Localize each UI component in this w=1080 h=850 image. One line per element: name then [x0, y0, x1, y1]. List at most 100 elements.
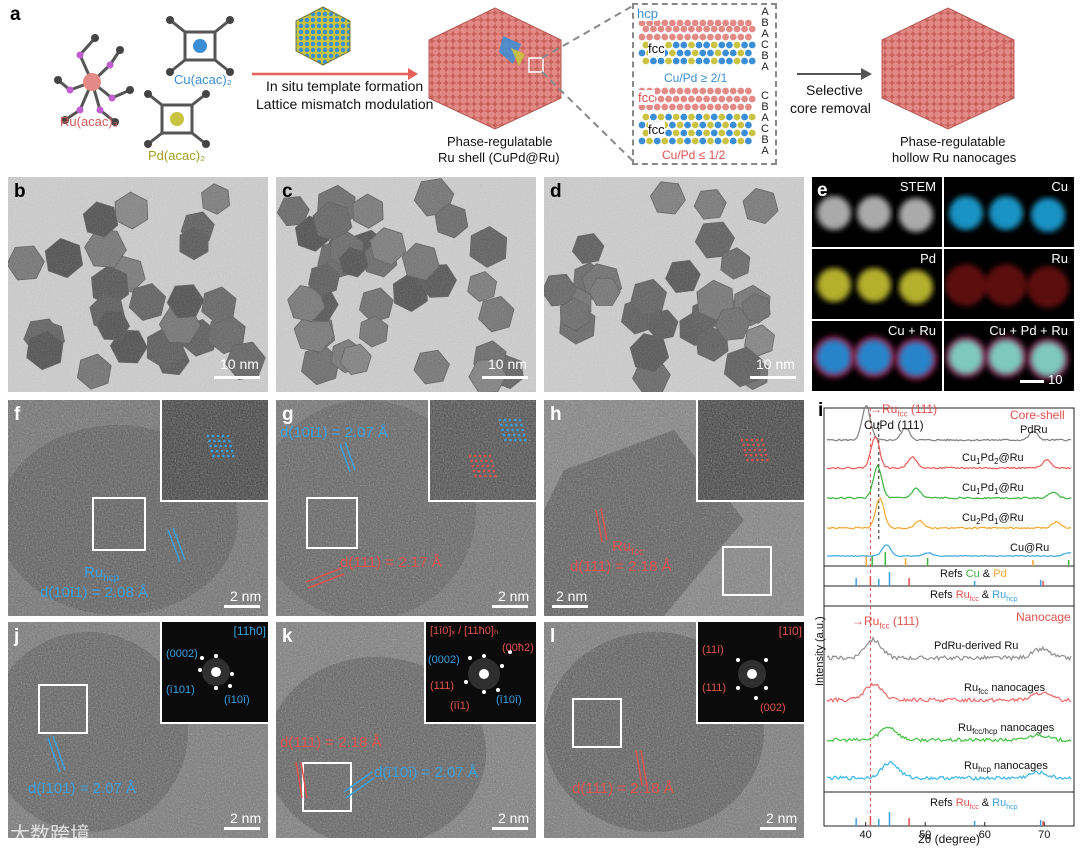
fft-label-k-0: (0002) — [428, 654, 460, 666]
lattice-dot — [481, 464, 485, 468]
fringe-lines-k — [295, 761, 375, 799]
panel-letter-l: l — [550, 626, 556, 647]
stack-letter: C — [761, 39, 769, 51]
eds-particle — [899, 342, 933, 376]
atom — [672, 57, 680, 65]
atom — [726, 113, 733, 121]
lattice-dot — [518, 418, 522, 422]
lattice-dot — [229, 444, 233, 448]
atom — [745, 33, 752, 41]
ru-atom — [83, 73, 101, 91]
xrd-series-label: PdRu — [1020, 424, 1048, 436]
panel-f-image: f Ruhcp d(10ī1) = 2.08 Å 2 nm — [8, 400, 268, 616]
lattice-dot — [743, 448, 747, 452]
eds-map-title: Pd — [920, 251, 936, 266]
atom — [710, 57, 718, 65]
lattice-dot — [522, 433, 526, 437]
stack-letter: B — [761, 101, 769, 113]
atom — [684, 103, 691, 111]
lattice-dot — [492, 469, 496, 473]
lattice-dot — [745, 438, 749, 442]
eds-map-title: Cu — [1051, 179, 1068, 194]
atom — [680, 25, 688, 33]
atom — [729, 19, 737, 27]
atom — [657, 57, 665, 65]
panel-letter-g: g — [282, 404, 294, 425]
refs-ru-top: Refs Rufcc & Ruhcp — [930, 589, 1018, 604]
atom — [653, 137, 661, 145]
inset-f — [160, 400, 268, 502]
atom — [729, 49, 737, 57]
lattice-dot — [498, 418, 502, 422]
atom — [642, 57, 650, 65]
eds-map-title: Cu + Pd + Ru — [989, 323, 1068, 338]
atom — [748, 95, 756, 103]
eds-particle — [857, 340, 891, 374]
atom — [699, 87, 707, 95]
xrd-series-label: Cu2Pd1@Ru — [962, 512, 1024, 527]
atom — [642, 113, 650, 121]
atom — [638, 121, 646, 129]
lattice-dot — [508, 418, 512, 422]
atom — [676, 103, 684, 111]
eds-particle — [949, 340, 983, 374]
atom — [672, 25, 680, 33]
eds-map-title: Ru — [1051, 251, 1068, 266]
atom — [707, 137, 714, 145]
lattice-dot — [511, 428, 515, 432]
scale-text-j: 2 nm — [230, 810, 262, 826]
atom — [684, 137, 691, 145]
atom — [691, 121, 699, 129]
atom — [691, 137, 699, 145]
atom — [680, 113, 688, 121]
lattice-dot — [215, 449, 219, 453]
atom — [688, 113, 695, 121]
atom — [657, 113, 665, 121]
lattice-dot — [502, 433, 506, 437]
step1-line2: Lattice mismatch modulation — [256, 96, 434, 112]
atom — [710, 113, 718, 121]
eds-map-title: Cu + Ru — [887, 323, 936, 338]
atom — [710, 25, 718, 33]
stacking-inset: hcp fcc Cu/Pd ≥ 2/1 fcc fcc Cu/Pd ≤ 1/2 … — [632, 3, 777, 165]
atom — [661, 87, 669, 95]
atom — [691, 33, 699, 41]
lattice-dot — [763, 448, 767, 452]
panel-letter-a: a — [10, 4, 21, 25]
atom — [661, 33, 669, 41]
x-axis-label: 2θ (degree) — [918, 832, 981, 846]
scale-text-b: 10 nm — [220, 356, 259, 372]
atom — [684, 121, 691, 129]
panel-letter-c: c — [282, 181, 293, 202]
atom — [650, 113, 657, 121]
atom — [718, 57, 726, 65]
xrd-chart: 40 50 60 70 — [823, 405, 1075, 841]
atom — [726, 25, 733, 33]
eds-particle — [945, 264, 987, 306]
atom — [707, 19, 714, 27]
zone-axis-l: [1ī0] — [778, 624, 802, 638]
atom — [699, 121, 707, 129]
scale-text-f: 2 nm — [230, 588, 262, 604]
step2-line2: core removal — [790, 100, 871, 116]
hcp-label: hcp — [637, 6, 658, 21]
lattice-dot — [751, 458, 754, 462]
atom — [707, 33, 714, 41]
atom — [665, 95, 672, 103]
panel-letter-k: k — [282, 626, 293, 647]
atom — [714, 103, 722, 111]
atom — [669, 137, 676, 145]
stack-letter: C — [761, 123, 769, 135]
lattice-dot — [749, 453, 753, 457]
x-tick-label: 70 — [1038, 829, 1050, 841]
phase-label-h: Rufcc — [612, 538, 644, 558]
shell-caption-line2: Ru shell (CuPd@Ru) — [438, 150, 560, 165]
lattice-dot — [757, 443, 760, 447]
xrd-series-line — [826, 464, 1072, 500]
atom — [684, 19, 691, 27]
xrd-series-label: Cu1Pd2@Ru — [962, 452, 1024, 467]
lattice-dot — [515, 423, 518, 427]
lattice-dot — [474, 474, 477, 478]
atom — [718, 25, 726, 33]
